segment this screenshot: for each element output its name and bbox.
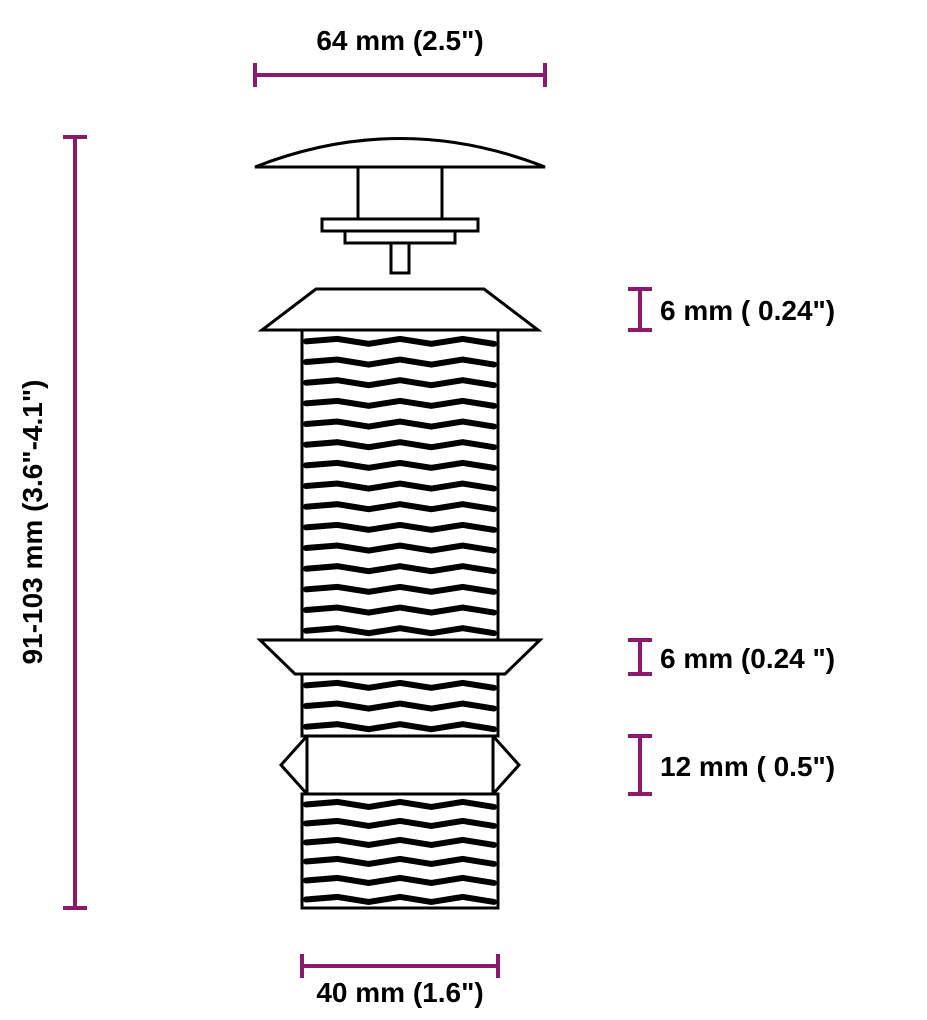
ring-2 [345,231,455,243]
dim-bottom-width [302,954,498,978]
flange-top [262,289,538,330]
dim-nut [628,736,652,794]
washer [260,640,540,674]
label-flange-2: 6 mm (0.24 ") [660,643,835,674]
thread-3 [302,794,498,908]
stem-top [358,167,442,219]
label-flange-1: 6 mm ( 0.24") [660,295,835,326]
dimension-diagram: 64 mm (2.5") 91-103 mm (3.6"-4.1") 6 mm … [0,0,927,1020]
label-nut: 12 mm ( 0.5") [660,751,835,782]
label-top-width: 64 mm (2.5") [316,25,483,56]
cap [255,139,545,168]
label-bottom-width: 40 mm (1.6") [316,977,483,1008]
nut [281,736,519,794]
dim-flange-2 [628,640,652,674]
dim-total-height [63,137,87,908]
dim-flange-1 [628,289,652,330]
ring-1 [322,219,478,231]
dim-top-width [255,63,545,87]
pin [391,243,409,273]
label-total-height: 91-103 mm (3.6"-4.1") [17,380,48,665]
